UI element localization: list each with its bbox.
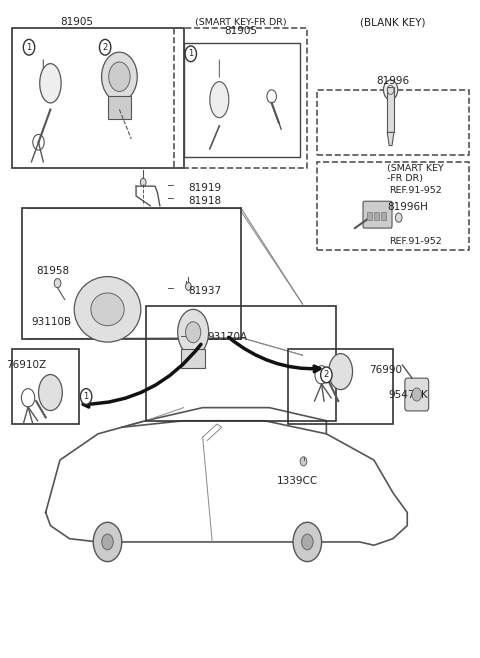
Bar bbox=[374, 213, 379, 220]
Ellipse shape bbox=[74, 276, 141, 342]
Circle shape bbox=[384, 80, 398, 99]
Circle shape bbox=[301, 534, 313, 550]
Text: 81996: 81996 bbox=[376, 76, 409, 86]
Text: REF.91-952: REF.91-952 bbox=[389, 238, 442, 246]
Circle shape bbox=[300, 457, 307, 466]
Ellipse shape bbox=[329, 353, 352, 390]
Polygon shape bbox=[387, 132, 394, 145]
Bar bbox=[387, 87, 394, 132]
FancyBboxPatch shape bbox=[405, 378, 429, 411]
Text: 81905: 81905 bbox=[224, 26, 257, 36]
Circle shape bbox=[93, 522, 122, 562]
Ellipse shape bbox=[91, 293, 124, 326]
Ellipse shape bbox=[178, 309, 209, 355]
Text: 1: 1 bbox=[26, 43, 32, 52]
Text: 95470K: 95470K bbox=[388, 390, 428, 399]
Ellipse shape bbox=[38, 374, 62, 411]
Circle shape bbox=[99, 39, 111, 55]
Circle shape bbox=[102, 534, 113, 550]
Text: 2: 2 bbox=[103, 43, 108, 52]
Text: 76910Z: 76910Z bbox=[7, 360, 47, 370]
Text: 81937: 81937 bbox=[188, 286, 222, 296]
Text: 81996H: 81996H bbox=[387, 202, 428, 212]
Text: 1: 1 bbox=[188, 49, 193, 59]
Circle shape bbox=[412, 388, 421, 401]
Ellipse shape bbox=[108, 62, 130, 91]
Text: 81958: 81958 bbox=[36, 266, 69, 276]
Ellipse shape bbox=[186, 322, 201, 343]
Circle shape bbox=[186, 282, 191, 290]
Circle shape bbox=[24, 39, 35, 55]
FancyBboxPatch shape bbox=[363, 201, 392, 228]
Circle shape bbox=[54, 278, 61, 288]
Text: 1339CC: 1339CC bbox=[277, 476, 318, 486]
Text: 81919: 81919 bbox=[188, 183, 222, 193]
Text: 1: 1 bbox=[84, 392, 89, 401]
Ellipse shape bbox=[40, 64, 61, 103]
Text: (SMART KEY: (SMART KEY bbox=[387, 164, 444, 173]
Circle shape bbox=[321, 367, 332, 383]
Text: 93110B: 93110B bbox=[31, 317, 72, 328]
Text: (BLANK KEY): (BLANK KEY) bbox=[360, 17, 426, 28]
Ellipse shape bbox=[102, 52, 137, 101]
Text: (SMART KEY-FR DR): (SMART KEY-FR DR) bbox=[195, 18, 287, 27]
Ellipse shape bbox=[210, 82, 229, 118]
Text: 93170A: 93170A bbox=[207, 332, 248, 342]
Text: 76990: 76990 bbox=[369, 365, 402, 374]
Text: 2: 2 bbox=[324, 370, 329, 380]
Circle shape bbox=[185, 46, 196, 62]
Bar bbox=[367, 213, 372, 220]
Circle shape bbox=[140, 178, 146, 186]
Text: REF.91-952: REF.91-952 bbox=[389, 186, 442, 195]
Text: -FR DR): -FR DR) bbox=[387, 174, 423, 183]
Text: 81905: 81905 bbox=[60, 17, 93, 28]
Circle shape bbox=[396, 213, 402, 222]
Circle shape bbox=[293, 522, 322, 562]
FancyBboxPatch shape bbox=[181, 349, 205, 368]
Bar bbox=[381, 213, 386, 220]
Circle shape bbox=[81, 389, 92, 405]
Text: 81918: 81918 bbox=[188, 196, 222, 206]
Bar bbox=[108, 96, 132, 119]
